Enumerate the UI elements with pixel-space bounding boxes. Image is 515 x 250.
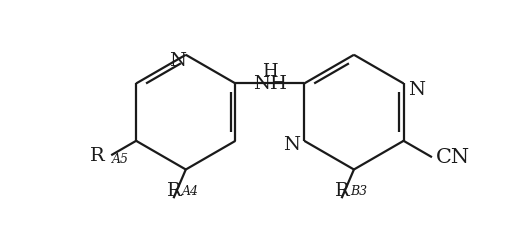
Text: N: N <box>169 52 186 70</box>
Text: A5: A5 <box>112 152 129 166</box>
Text: N: N <box>283 135 300 153</box>
Text: R: R <box>335 182 350 199</box>
Text: R: R <box>90 146 104 164</box>
Text: N: N <box>407 80 424 98</box>
Text: A4: A4 <box>182 184 199 198</box>
Text: CN: CN <box>436 148 470 167</box>
Text: NH: NH <box>253 74 287 92</box>
Text: H: H <box>262 62 278 80</box>
Text: R: R <box>166 182 181 199</box>
Text: B3: B3 <box>350 184 367 198</box>
